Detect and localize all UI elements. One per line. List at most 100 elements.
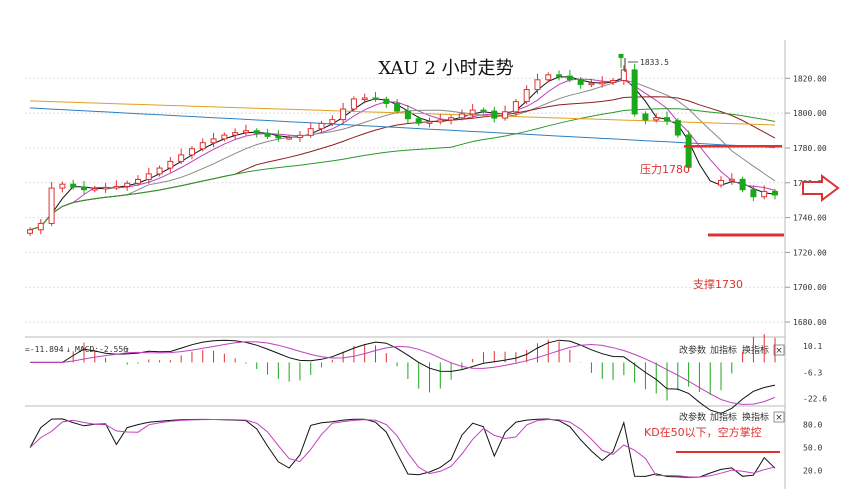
candle-body: [361, 97, 368, 100]
kd-k-line: [29, 418, 776, 478]
ma-line-10: [29, 79, 776, 231]
candle-body: [566, 75, 573, 81]
ma-line-5: [29, 78, 776, 231]
candle-body: [523, 89, 530, 103]
candle-body: [145, 173, 152, 180]
macd-dea-line: [30, 341, 776, 405]
candle-body: [685, 134, 692, 168]
moving-average-lines: [29, 76, 776, 231]
candle-body: [59, 183, 66, 189]
candle-body: [113, 185, 120, 189]
candle-body: [275, 135, 282, 139]
close-icon: ×: [775, 413, 783, 423]
macd-legend-prefix: =-11.894: [25, 345, 64, 354]
candle-body: [264, 132, 271, 137]
candle-body: [210, 138, 217, 144]
candle-body: [534, 79, 541, 91]
candle-body: [37, 222, 44, 231]
price-tick-label: 1720.00: [793, 248, 827, 257]
chart-title: XAU 2 小时走势: [378, 58, 513, 79]
candle-body: [415, 118, 422, 124]
candle-body: [718, 180, 725, 186]
kd-close-button[interactable]: [773, 411, 785, 423]
candle-body: [491, 110, 498, 119]
candle-body: [48, 187, 55, 224]
candle-body: [102, 186, 109, 190]
candle-body: [80, 186, 87, 191]
candle-body: [232, 132, 239, 136]
macd-tick-label: -6.3: [803, 368, 822, 377]
ma-line-long-2: [29, 107, 776, 149]
macd-histogram: [72, 334, 776, 401]
macd-legend-value: MACD:-2.556: [75, 345, 128, 354]
candle-body: [296, 134, 303, 139]
macd-add-indicator-button[interactable]: 加指标: [710, 344, 737, 356]
candle-body: [448, 117, 455, 121]
kd-modify-params-button[interactable]: 改参数: [679, 411, 706, 423]
macd-close-button[interactable]: [773, 344, 785, 356]
ma-line-short: [29, 76, 776, 231]
kd-lines: [29, 418, 776, 478]
candle-body: [750, 189, 757, 198]
candle-body: [480, 109, 487, 113]
candle-body: [502, 111, 509, 119]
price-tick-label: 1700.00: [793, 283, 827, 292]
price-tick-label: 1740.00: [793, 214, 827, 223]
right-arrow-icon: [802, 174, 840, 202]
candle-body: [469, 109, 476, 115]
candle-body: [27, 229, 33, 234]
kd-tick-label: 80.0: [803, 420, 822, 429]
candle-body: [674, 120, 681, 136]
kd-tick-label: 50.0: [803, 444, 822, 453]
candle-body: [618, 53, 624, 58]
kd-d-line: [29, 418, 776, 478]
candle-body: [545, 74, 552, 81]
candle-body: [167, 160, 174, 169]
candle-body: [124, 182, 131, 187]
candle-body: [318, 122, 325, 130]
candle-body: [91, 188, 98, 191]
candle-body: [383, 98, 390, 104]
candlestick-series: [27, 53, 778, 236]
ma-line-long-1: [29, 100, 776, 126]
candle-body: [761, 190, 768, 198]
kd-axis-ticks: 80.0 50.0 20.0: [803, 420, 822, 475]
candle-body: [350, 98, 357, 110]
candle-body: [199, 142, 206, 150]
macd-axis-ticks: 10.1 -6.3 -22.6: [803, 342, 827, 403]
candle-body: [394, 102, 401, 112]
close-icon: ×: [775, 346, 783, 356]
kd-panel: 改参数 加指标 换指标 × KD在50以下，空方掌控 80.0 50.0 20.0: [29, 411, 822, 478]
candle-body: [188, 148, 195, 156]
candle-body: [404, 110, 411, 120]
kd-switch-indicator-button[interactable]: 换指标: [742, 411, 769, 423]
candle-body: [242, 130, 249, 134]
price-tick-label: 1820.00: [793, 74, 827, 83]
candle-body: [642, 113, 649, 121]
macd-dif-line: [30, 339, 776, 414]
peak-marker: 1833.5: [624, 58, 669, 72]
candle-body: [739, 178, 746, 191]
ma-line-40: [29, 108, 776, 231]
macd-modify-params-button[interactable]: 改参数: [679, 344, 706, 356]
candle-body: [426, 121, 433, 124]
macd-switch-indicator-button[interactable]: 换指标: [742, 344, 769, 356]
candle-body: [577, 79, 584, 85]
kd-annotation: KD在50以下，空方掌控: [644, 425, 762, 439]
kd-add-indicator-button[interactable]: 加指标: [710, 411, 737, 423]
candle-body: [772, 190, 778, 196]
peak-label: 1833.5: [640, 58, 669, 67]
support-label: 支撑1730: [693, 277, 743, 291]
candle-body: [728, 178, 735, 182]
candle-body: [253, 130, 260, 134]
candle-body: [610, 80, 617, 83]
down-arrow-icon: ↓: [66, 345, 71, 354]
candle-body: [556, 74, 563, 77]
up-arrow-icon: ↑: [125, 345, 130, 354]
candle-body: [588, 82, 595, 86]
macd-panel: =-11.894 ↓ MACD:-2.556 ↑ 改参数 加指标 换指标 × 1…: [25, 334, 827, 414]
resistance-label: 压力1780: [640, 163, 690, 176]
candle-body: [372, 97, 379, 100]
candle-body: [664, 117, 671, 122]
